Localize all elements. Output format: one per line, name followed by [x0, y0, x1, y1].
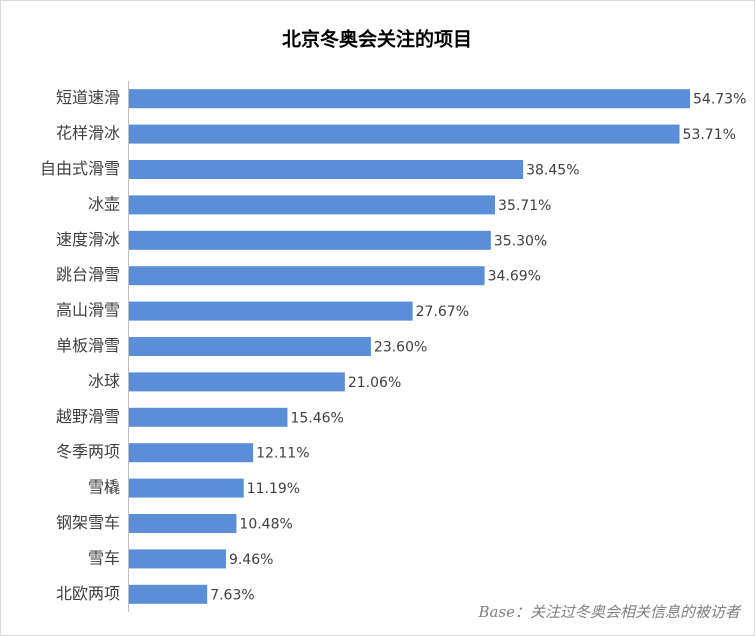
bar [129, 478, 244, 498]
category-label: 雪车 [88, 548, 120, 567]
category-label: 单板滑雪 [56, 336, 120, 355]
value-label: 35.30% [494, 233, 547, 249]
value-label: 38.45% [526, 163, 579, 179]
value-label: 35.71% [498, 198, 551, 214]
category-label: 冰壶 [88, 194, 120, 213]
value-label: 34.69% [488, 269, 541, 285]
category-label: 跳台滑雪 [56, 265, 120, 284]
bar [129, 549, 226, 569]
bar [129, 301, 413, 321]
category-label: 短道速滑 [56, 88, 120, 107]
category-label: 冰球 [88, 371, 120, 390]
category-label: 冬季两项 [56, 442, 120, 461]
bar [129, 89, 690, 109]
bar [129, 514, 237, 533]
value-label: 21.06% [348, 375, 401, 391]
bar [129, 160, 524, 179]
bar [129, 124, 680, 144]
category-label: 速度滑冰 [56, 230, 120, 249]
value-label: 54.73% [693, 92, 746, 108]
bar [129, 195, 496, 215]
value-label: 10.48% [239, 517, 292, 533]
category-label: 雪橇 [88, 478, 120, 497]
category-label: 高山滑雪 [56, 301, 120, 320]
bar [129, 407, 288, 427]
category-label: 钢架雪车 [56, 513, 120, 532]
chart-title: 北京冬奥会关注的项目 [282, 28, 472, 51]
bar [129, 443, 254, 463]
value-label: 23.60% [374, 340, 427, 356]
bar [129, 372, 345, 392]
value-label: 27.67% [416, 304, 469, 320]
value-label: 7.63% [210, 587, 254, 603]
value-label: 53.71% [683, 127, 736, 143]
annotation: Base：关注过冬奥会相关信息的被访者 [477, 603, 742, 621]
bar [129, 584, 208, 604]
value-label: 12.11% [256, 446, 309, 462]
category-label: 越野滑雪 [56, 407, 120, 426]
value-label: 9.46% [229, 552, 273, 568]
bar [129, 230, 491, 250]
value-label: 11.19% [247, 481, 300, 497]
value-label: 15.46% [290, 410, 343, 426]
category-label: 自由式滑雪 [40, 159, 120, 178]
category-label: 花样滑冰 [56, 124, 120, 143]
category-label: 北欧两项 [56, 584, 120, 603]
bar [129, 337, 371, 356]
bar [129, 266, 485, 286]
